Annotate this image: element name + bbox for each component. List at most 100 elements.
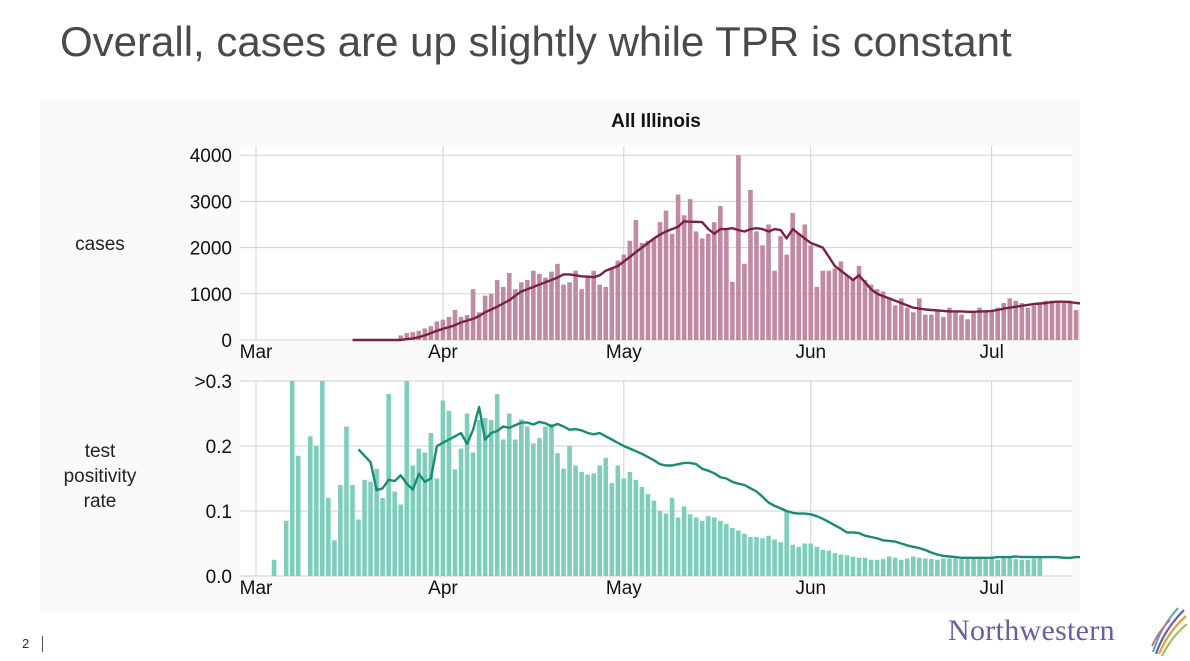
data-bar — [826, 550, 832, 576]
y-tick-label: 0.2 — [206, 437, 232, 458]
data-bar — [374, 468, 379, 576]
data-bar — [898, 559, 904, 576]
data-bar — [567, 446, 572, 576]
data-bar — [470, 289, 476, 340]
data-bar — [458, 316, 464, 340]
y-tick-label: >0.3 — [194, 372, 232, 393]
data-bar — [971, 312, 976, 340]
chart-title: All Illinois — [611, 111, 701, 132]
x-tick-label: Mar — [240, 578, 273, 599]
data-bar — [995, 559, 1000, 576]
data-bar — [663, 513, 669, 576]
data-bar — [573, 465, 578, 576]
data-bar — [561, 468, 566, 576]
trend-line — [352, 220, 1080, 342]
data-bar — [585, 275, 590, 340]
data-bar — [657, 511, 663, 576]
y-tick-label: 0.1 — [206, 502, 232, 523]
data-bar — [512, 289, 518, 340]
data-bar — [754, 231, 759, 340]
data-bar — [742, 263, 747, 340]
data-bar — [1061, 300, 1067, 340]
footer-divider — [42, 636, 43, 652]
data-bar — [784, 254, 789, 340]
data-bar — [627, 240, 633, 340]
data-bar — [989, 558, 994, 576]
data-bar — [681, 506, 687, 576]
data-bar — [519, 282, 524, 340]
data-bar — [929, 559, 934, 576]
data-bar — [289, 381, 295, 576]
data-bar — [760, 538, 765, 576]
data-bar — [506, 413, 512, 576]
data-bar — [422, 452, 428, 576]
data-bar — [1031, 558, 1037, 576]
data-bar — [778, 542, 783, 576]
data-bar — [440, 400, 446, 576]
data-bar — [579, 289, 584, 340]
data-bar — [790, 544, 795, 576]
data-bar — [862, 557, 868, 576]
data-bar — [808, 543, 814, 576]
data-bar — [790, 212, 795, 340]
x-tick-label: Jun — [795, 578, 826, 599]
data-bar — [766, 535, 771, 576]
data-bar — [953, 558, 958, 576]
slide-title: Overall, cases are up slightly while TPR… — [60, 18, 1012, 65]
data-bar — [567, 282, 572, 340]
data-bar — [693, 517, 699, 576]
data-bar — [814, 546, 820, 576]
data-bar — [989, 309, 994, 340]
y-tick-label: 1000 — [190, 285, 232, 306]
charts-svg: 0 1000 2000 3000 4000 Mar Apr May Jun Jul 0.0 0.1 0.… — [190, 111, 1080, 599]
data-bar — [1013, 559, 1019, 576]
x-tick-label: Jul — [980, 578, 1004, 599]
data-bar — [416, 330, 422, 340]
x-tick-label: May — [606, 342, 642, 363]
tpr-label-line-3: rate — [83, 491, 117, 512]
data-bar — [904, 307, 910, 340]
data-bar — [398, 335, 404, 340]
data-bar — [808, 245, 814, 340]
data-bar — [271, 559, 277, 576]
data-bar — [820, 550, 826, 576]
data-bar — [742, 533, 747, 576]
x-tick-label: Mar — [240, 342, 273, 363]
data-bar — [850, 279, 856, 340]
trend-line — [357, 405, 1080, 559]
data-bar — [428, 433, 434, 576]
data-bar — [1055, 300, 1061, 340]
data-bar — [935, 559, 940, 576]
y-tick-label: 4000 — [190, 146, 232, 167]
data-bar — [892, 557, 898, 576]
data-bar — [537, 438, 542, 576]
data-bar — [464, 315, 470, 340]
data-bar — [711, 222, 717, 340]
data-bar — [941, 558, 946, 576]
data-bar — [844, 555, 850, 576]
data-bar — [362, 479, 367, 576]
data-bar — [597, 465, 603, 576]
y-tick-label: 0.0 — [206, 567, 232, 588]
data-bar — [639, 486, 645, 576]
data-bar — [705, 233, 711, 340]
data-bar — [693, 231, 699, 340]
data-bar — [1019, 559, 1025, 576]
data-bar — [663, 210, 669, 340]
data-bar — [868, 559, 874, 576]
data-bar — [917, 557, 922, 576]
data-bar — [1007, 557, 1013, 576]
data-bar — [669, 498, 675, 576]
data-bar — [326, 498, 331, 576]
data-bar — [675, 194, 681, 340]
data-bar — [344, 426, 349, 576]
data-bar — [446, 410, 452, 576]
data-bar — [639, 243, 645, 340]
data-bar — [766, 224, 771, 340]
data-bar — [1031, 305, 1037, 340]
data-bar — [1073, 309, 1079, 340]
data-bar — [724, 524, 729, 576]
data-bar — [935, 309, 940, 340]
data-bar — [320, 381, 325, 576]
data-bar — [886, 298, 892, 340]
